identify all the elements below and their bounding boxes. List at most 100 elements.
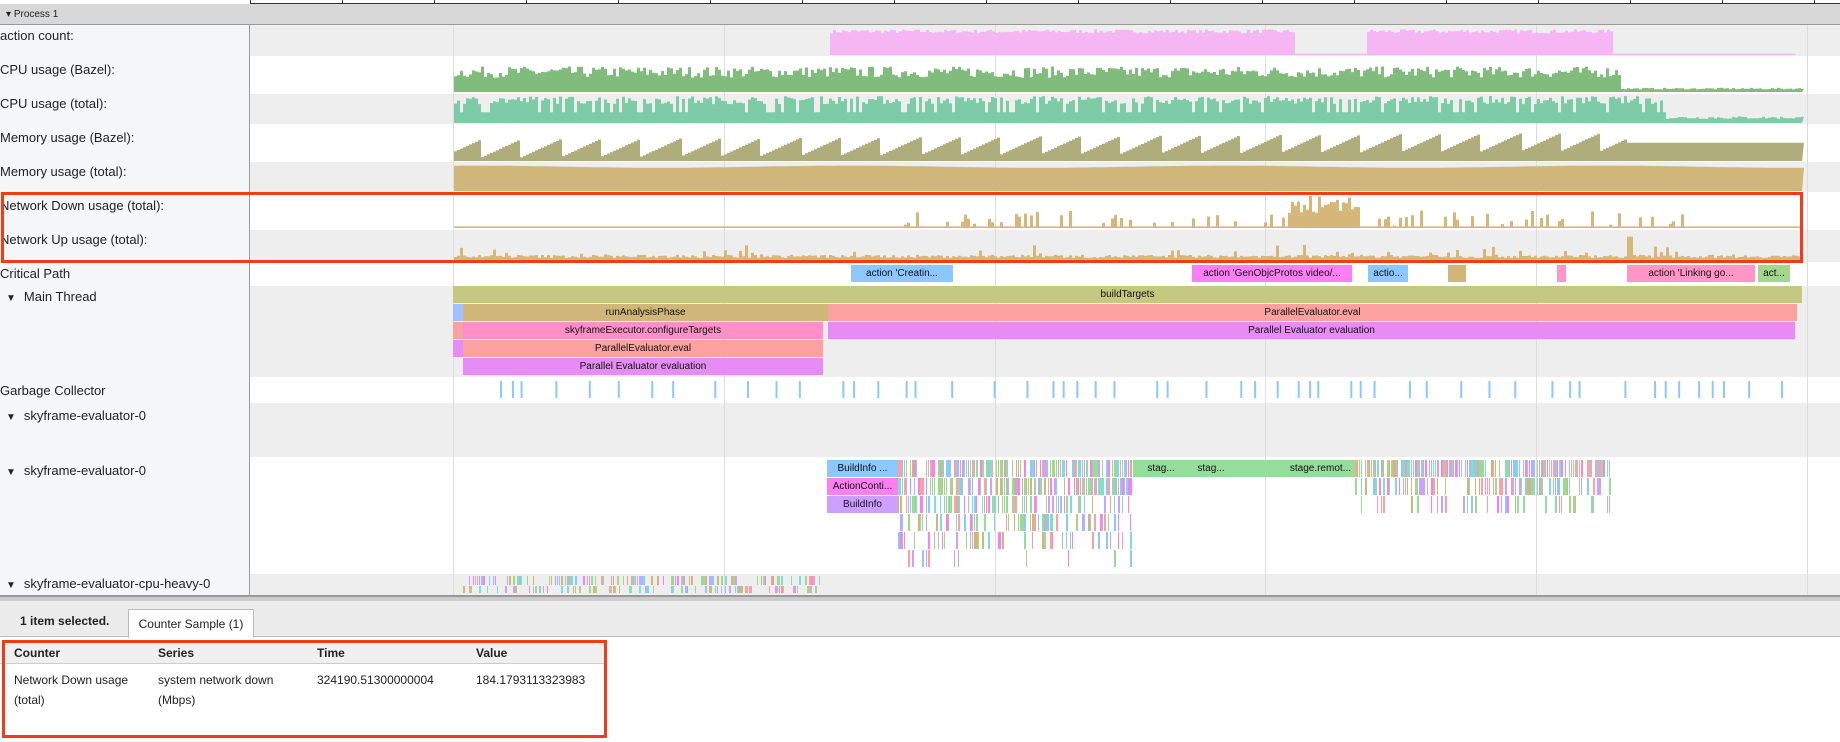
cpu-heavy-slice (721, 586, 722, 593)
cpu-heavy-slice (769, 586, 770, 593)
critical-slice[interactable]: action 'Linking go... (1627, 265, 1755, 282)
cpu-heavy-slice (711, 576, 713, 585)
skyframe-slice (1058, 460, 1059, 477)
skyframe-slice (1479, 478, 1480, 495)
panel-resizer[interactable] (0, 595, 1840, 601)
label-skyframe-0a[interactable]: ▼ skyframe-evaluator-0 (0, 408, 250, 423)
skyframe-slice (1387, 460, 1389, 477)
label-cpu-heavy[interactable]: ▼ skyframe-evaluator-cpu-heavy-0 (0, 576, 250, 591)
skyframe-slice (972, 496, 973, 513)
skyframe-slice (1108, 460, 1110, 477)
skyframe-slice (910, 496, 911, 513)
gc-slice (1408, 381, 1411, 398)
skyframe-slice (1403, 478, 1404, 495)
cpu-heavy-slice (557, 576, 558, 585)
skyframe-slice (972, 532, 973, 549)
skyframe-slice (1114, 460, 1116, 477)
cpu-heavy-slice (695, 586, 696, 593)
gc-slice (1678, 381, 1681, 398)
skyframe-slice (1505, 478, 1507, 495)
critical-slice[interactable] (1557, 265, 1566, 282)
counter-area (454, 165, 1804, 191)
skyframe-slice (1355, 478, 1357, 495)
cpu-heavy-slice (611, 586, 612, 593)
label-main-thread[interactable]: ▼ Main Thread (0, 289, 250, 304)
skyframe-slice (1032, 460, 1034, 477)
skyframe-slice (1062, 532, 1063, 549)
col-time[interactable]: Time (317, 646, 345, 660)
slice-parallel-evaluator-eval[interactable]: ParallelEvaluator.eval (828, 304, 1797, 321)
col-value[interactable]: Value (476, 646, 508, 660)
skyframe-slice (1569, 496, 1571, 513)
skyframe-slice (1130, 514, 1131, 531)
expand-icon[interactable]: ▼ (6, 580, 16, 591)
tab-counter-sample[interactable]: Counter Sample (1) (128, 609, 254, 638)
label-skyframe-0b[interactable]: ▼ skyframe-evaluator-0 (0, 463, 250, 478)
skyframe-slice (1112, 460, 1113, 477)
skyframe-slice (922, 478, 924, 495)
track-gc[interactable] (250, 377, 1840, 403)
slice-parallel-evaluator-evaluation[interactable]: Parallel Evaluator evaluation (828, 322, 1795, 339)
slice-action-context[interactable]: ActionConti... (827, 478, 898, 495)
slice-stage[interactable]: stag... (1189, 460, 1233, 477)
col-counter[interactable]: Counter (14, 646, 60, 660)
expand-icon[interactable]: ▼ (6, 293, 16, 304)
skyframe-slice (1050, 532, 1052, 549)
track-skyframe-0a[interactable] (250, 403, 1840, 457)
skyframe-slice (1052, 514, 1053, 531)
cpu-heavy-slice (819, 576, 820, 585)
skyframe-slice (1373, 460, 1375, 477)
cpu-heavy-slice (595, 586, 597, 593)
process-label: Process 1 (13, 9, 59, 20)
slice-stage-remote[interactable]: stage.remot... (1233, 460, 1355, 477)
skyframe-slice (962, 460, 964, 477)
skyframe-slice (1014, 514, 1015, 531)
slice-parallel-evaluator-evaluation[interactable]: Parallel Evaluator evaluation (463, 358, 823, 375)
slice-parallel-evaluator-eval[interactable]: ParallelEvaluator.eval (463, 340, 823, 357)
time-ruler[interactable] (250, 0, 1840, 4)
skyframe-slice (1044, 532, 1046, 549)
cpu-heavy-slice (533, 576, 534, 585)
critical-slice[interactable]: actio... (1368, 265, 1408, 282)
col-series[interactable]: Series (158, 646, 195, 660)
cpu-heavy-slice (515, 586, 517, 593)
cpu-heavy-slice (623, 576, 624, 585)
skyframe-slice (898, 496, 899, 513)
skyframe-slice (1016, 478, 1018, 495)
skyframe-slice (1607, 496, 1608, 513)
skyframe-slice (1421, 478, 1423, 495)
expand-icon[interactable]: ▼ (6, 412, 16, 423)
skyframe-slice (1597, 460, 1599, 477)
slice[interactable] (453, 304, 463, 321)
track-network-down[interactable] (250, 192, 1840, 230)
cpu-heavy-slice (487, 586, 488, 593)
slice-buildinfo[interactable]: BuildInfo (827, 496, 898, 513)
slice-build-targets[interactable]: buildTargets (453, 286, 1802, 303)
skyframe-slice (1076, 478, 1078, 495)
skyframe-slice (958, 514, 960, 531)
skyframe-slice (1086, 478, 1087, 495)
cpu-heavy-slice (777, 576, 779, 585)
slice-configure-targets[interactable]: skyframeExecutor.configureTargets (463, 322, 823, 339)
critical-slice[interactable]: action 'GenObjcProtos video/... (1192, 265, 1352, 282)
cpu-heavy-slice (733, 576, 735, 585)
cpu-heavy-slice (673, 576, 674, 585)
slice-run-analysis-phase[interactable]: runAnalysisPhase (463, 304, 828, 321)
skyframe-slice (960, 478, 962, 495)
critical-slice[interactable]: action 'Creatin... (851, 265, 953, 282)
critical-slice[interactable]: act... (1758, 265, 1790, 282)
slice-stage[interactable]: stag... (1133, 460, 1189, 477)
skyframe-slice (916, 496, 917, 513)
critical-slice[interactable] (1448, 265, 1466, 282)
cpu-heavy-slice (561, 576, 563, 585)
process-header[interactable]: ▾ Process 1 (0, 4, 1840, 25)
slice[interactable] (453, 322, 463, 339)
track-critical-path[interactable] (250, 262, 1840, 286)
skyframe-slice (1517, 496, 1519, 513)
expand-icon[interactable]: ▼ (6, 467, 16, 478)
slice[interactable] (453, 340, 463, 357)
slice-buildinfo[interactable]: BuildInfo ... (827, 460, 898, 477)
skyframe-slice (932, 460, 934, 477)
skyframe-slice (1054, 478, 1056, 495)
cpu-heavy-slice (617, 576, 619, 585)
